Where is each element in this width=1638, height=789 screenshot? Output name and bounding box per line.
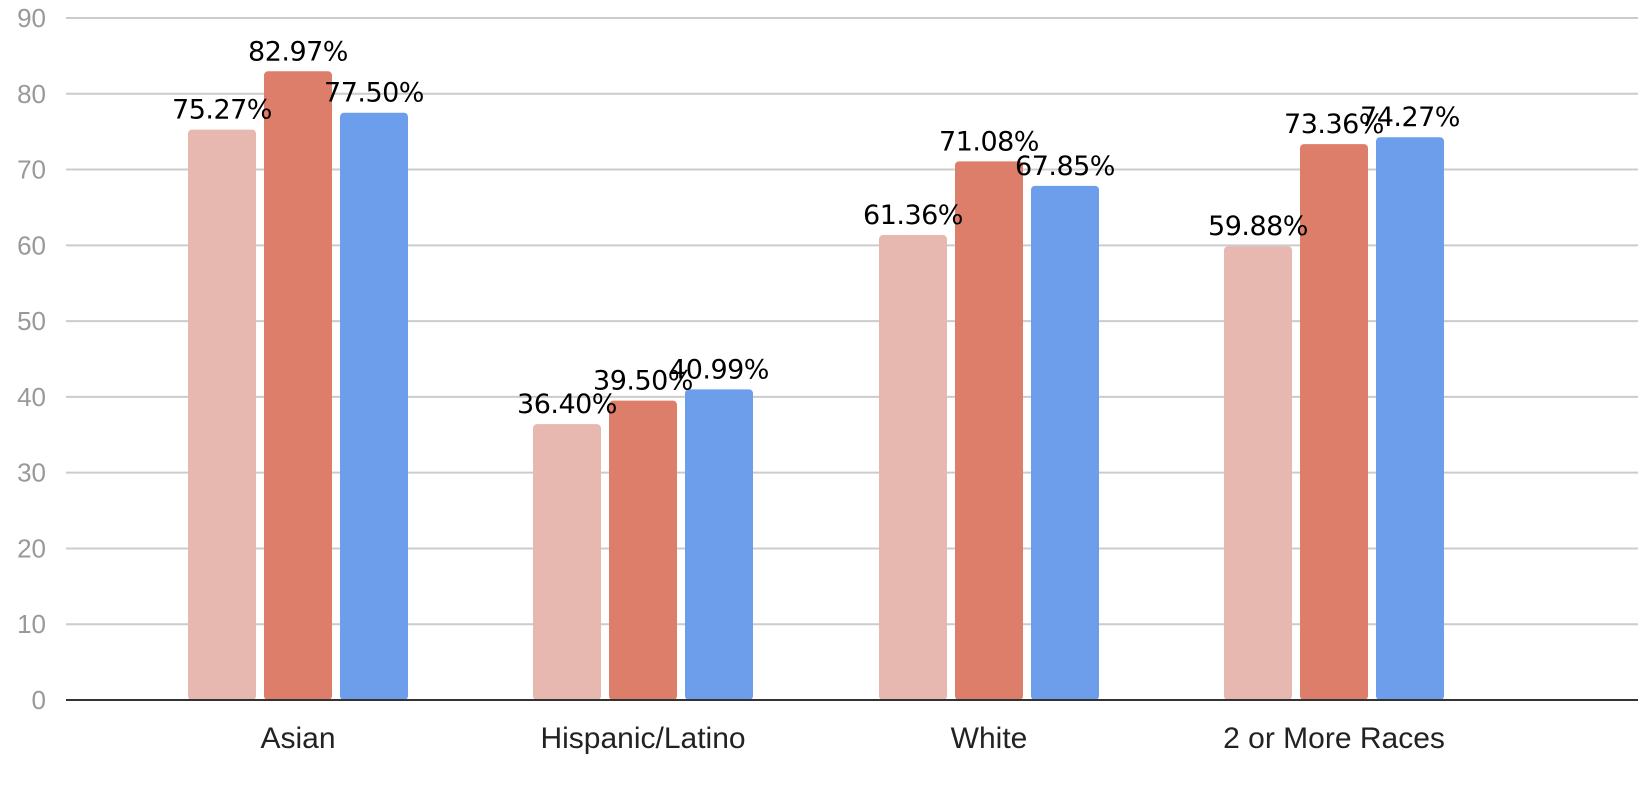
- y-tick-label: 70: [17, 155, 46, 185]
- x-tick-label: Asian: [260, 722, 335, 755]
- data-label: 71.08%: [939, 126, 1039, 157]
- bar: [264, 71, 332, 700]
- data-label: 40.99%: [669, 354, 769, 385]
- x-axis-ticks: Asian Hispanic/Latino White 2 or More Races: [260, 722, 1444, 755]
- bar: [1376, 137, 1444, 701]
- data-label: 39.50%: [593, 366, 693, 397]
- bar: [533, 424, 601, 700]
- x-tick-label: Hispanic/Latino: [540, 722, 745, 755]
- bar: [685, 389, 753, 700]
- data-label: 74.27%: [1360, 102, 1460, 133]
- y-tick-label: 50: [17, 306, 46, 336]
- data-labels-layer: 75.27% 82.97% 77.50% 36.40%39.50%40.99% 61.3…: [172, 36, 1460, 420]
- data-label: 59.88%: [1208, 211, 1308, 242]
- data-label: 61.36%: [863, 200, 963, 231]
- x-tick-label: 2 or More Races: [1223, 722, 1445, 755]
- data-label: 67.85%: [1015, 151, 1115, 182]
- data-label: 75.27%: [172, 95, 272, 126]
- bar: [340, 112, 408, 700]
- bar: [1300, 144, 1368, 700]
- bar: [609, 400, 677, 700]
- data-label: 36.40%: [517, 389, 617, 420]
- y-tick-label: 60: [17, 230, 46, 260]
- y-tick-label: 30: [17, 458, 46, 488]
- y-tick-label: 10: [17, 609, 46, 639]
- y-tick-label: 0: [32, 685, 46, 715]
- y-tick-label: 20: [17, 533, 46, 563]
- data-label: 73.36%: [1284, 109, 1384, 140]
- bars-layer: [188, 71, 1444, 701]
- bar: [1224, 246, 1292, 700]
- y-tick-label: 90: [17, 3, 46, 33]
- y-tick-label: 40: [17, 382, 46, 412]
- bar: [188, 129, 256, 700]
- bar: [879, 235, 947, 700]
- data-label: 77.50%: [324, 78, 424, 109]
- x-tick-label: White: [951, 722, 1028, 755]
- bar: [1031, 185, 1099, 700]
- y-tick-label: 80: [17, 79, 46, 109]
- bar: [955, 161, 1023, 700]
- y-axis-ticks: 0 10 20 30 40 50 60 70 80 90: [17, 3, 46, 715]
- data-label: 82.97%: [248, 36, 348, 67]
